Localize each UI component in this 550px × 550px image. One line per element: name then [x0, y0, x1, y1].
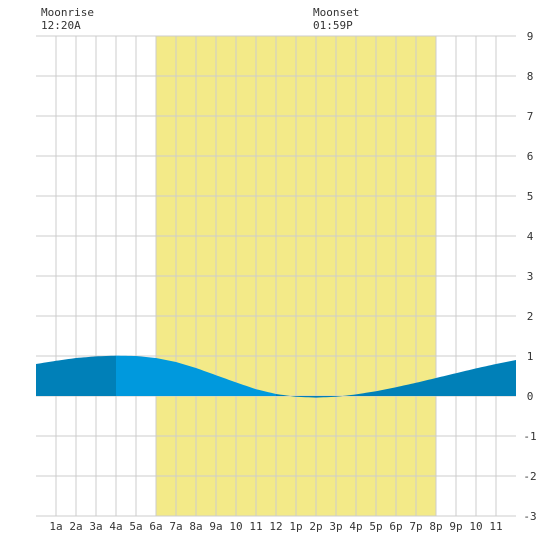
- x-tick-label: 10: [229, 520, 242, 533]
- x-tick-label: 6a: [149, 520, 162, 533]
- x-tick-label: 4a: [109, 520, 122, 533]
- x-tick-label: 1p: [289, 520, 302, 533]
- x-tick-label: 12: [269, 520, 282, 533]
- moonrise-label: Moonrise: [41, 6, 94, 19]
- y-tick-label: 3: [527, 270, 534, 283]
- tide-area-late: [276, 360, 516, 398]
- y-tick-label: 6: [527, 150, 534, 163]
- x-tick-label: 1a: [49, 520, 62, 533]
- x-tick-label: 2p: [309, 520, 322, 533]
- x-tick-label: 6p: [389, 520, 402, 533]
- x-tick-label: 5a: [129, 520, 142, 533]
- x-tick-label: 8p: [429, 520, 442, 533]
- y-tick-label: 7: [527, 110, 534, 123]
- x-tick-label: 3a: [89, 520, 102, 533]
- moonset-time: 01:59P: [313, 19, 353, 32]
- x-tick-label: 7a: [169, 520, 182, 533]
- tide-area-rising: [116, 355, 276, 396]
- y-tick-label: -1: [523, 430, 536, 443]
- x-tick-label: 8a: [189, 520, 202, 533]
- y-tick-label: 9: [527, 30, 534, 43]
- x-tick-label: 5p: [369, 520, 382, 533]
- moonset-label: Moonset: [313, 6, 360, 19]
- y-tick-label: 1: [527, 350, 534, 363]
- x-tick-label: 9a: [209, 520, 222, 533]
- x-tick-label: 11: [489, 520, 502, 533]
- x-tick-label: 3p: [329, 520, 342, 533]
- x-tick-label: 9p: [449, 520, 462, 533]
- x-tick-label: 7p: [409, 520, 422, 533]
- tide-area-night-early: [36, 355, 116, 396]
- x-tick-label: 2a: [69, 520, 82, 533]
- x-tick-label: 4p: [349, 520, 362, 533]
- moonrise-time: 12:20A: [41, 19, 81, 32]
- y-tick-label: 8: [527, 70, 534, 83]
- y-tick-label: 5: [527, 190, 534, 203]
- x-tick-label: 11: [249, 520, 262, 533]
- y-tick-label: -2: [523, 470, 536, 483]
- x-tick-label: 10: [469, 520, 482, 533]
- y-tick-label: 4: [527, 230, 534, 243]
- y-tick-label: 2: [527, 310, 534, 323]
- y-tick-label: -3: [523, 510, 536, 523]
- y-tick-label: 0: [527, 390, 534, 403]
